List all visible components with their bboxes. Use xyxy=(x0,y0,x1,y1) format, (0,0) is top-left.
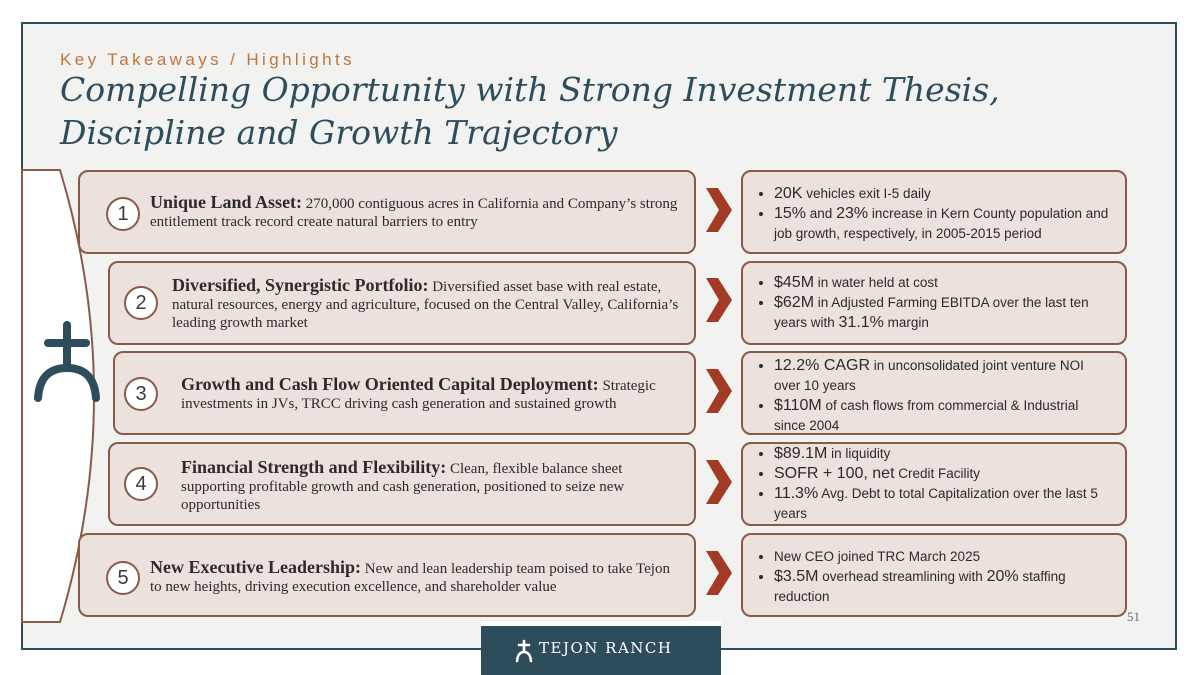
row-number-badge-3: 3 xyxy=(124,377,158,411)
stat-item: 11.3% Avg. Debt to total Capitalization … xyxy=(774,484,1112,524)
brand-logo: TEJON RANCH xyxy=(481,621,721,675)
tejon-mark-icon xyxy=(34,321,100,402)
stat-item: $110M of cash flows from commercial & In… xyxy=(774,396,1112,436)
stat-item: $3.5M overhead streamlining with 20% sta… xyxy=(774,567,1112,607)
section-eyebrow: Key Takeaways / Highlights xyxy=(60,50,356,69)
stat-box-1 xyxy=(741,170,1127,254)
stat-list-1: 20K vehicles exit I-5 daily 15% and 23% … xyxy=(760,184,1112,244)
takeaway-text-3: Growth and Cash Flow Oriented Capital De… xyxy=(181,375,691,413)
takeaway-lead-2: Diversified, Synergistic Portfolio: xyxy=(172,275,429,295)
takeaway-text-2: Diversified, Synergistic Portfolio: Dive… xyxy=(172,276,690,332)
stat-box-2 xyxy=(741,261,1127,345)
stat-box-3 xyxy=(741,351,1127,435)
arc-shape xyxy=(21,169,95,623)
page-number: 51 xyxy=(1127,609,1140,624)
takeaway-lead-5: New Executive Leadership: xyxy=(150,557,361,577)
stat-box-4 xyxy=(741,442,1127,526)
stat-item: 20K vehicles exit I-5 daily xyxy=(774,184,1112,204)
takeaway-row-2 xyxy=(108,261,696,345)
row-number-badge-5: 5 xyxy=(106,561,140,595)
takeaway-body-5: New and lean leadership team poised to t… xyxy=(150,561,670,595)
left-arc-panel xyxy=(21,169,100,623)
takeaway-text-4: Financial Strength and Flexibility: Clea… xyxy=(181,458,679,514)
stat-item: $89.1M in liquidity xyxy=(774,444,1112,464)
stat-item: New CEO joined TRC March 2025 xyxy=(774,547,1112,567)
stat-item: $62M in Adjusted Farming EBITDA over the… xyxy=(774,293,1112,333)
chevron-right-icon xyxy=(706,551,732,595)
stat-list-2: $45M in water held at cost $62M in Adjus… xyxy=(760,273,1112,333)
row-number-badge-1: 1 xyxy=(106,197,140,231)
stat-list-3: 12.2% CAGR in unconsolidated joint ventu… xyxy=(760,356,1112,436)
chevron-right-icon xyxy=(706,460,732,504)
stat-item: $45M in water held at cost xyxy=(774,273,1112,293)
stat-item: 12.2% CAGR in unconsolidated joint ventu… xyxy=(774,356,1112,396)
takeaway-body-2: Diversified asset base with real estate,… xyxy=(172,279,679,331)
page-title: Compelling Opportunity with Strong Inves… xyxy=(60,70,1000,152)
takeaway-text-1: Unique Land Asset: 270,000 contiguous ac… xyxy=(150,193,685,231)
takeaway-text-5: New Executive Leadership: New and lean l… xyxy=(150,558,685,596)
takeaway-lead-3: Growth and Cash Flow Oriented Capital De… xyxy=(181,374,599,394)
takeaway-lead-1: Unique Land Asset: xyxy=(150,192,303,212)
takeaway-row-5 xyxy=(78,533,696,617)
takeaway-lead-4: Financial Strength and Flexibility: xyxy=(181,457,447,477)
stat-item: 15% and 23% increase in Kern County popu… xyxy=(774,204,1112,244)
stat-list-4: $89.1M in liquidity SOFR + 100, net Cred… xyxy=(760,444,1112,524)
tejon-mark-icon xyxy=(515,639,533,663)
stat-box-5 xyxy=(741,533,1127,617)
chevron-right-icon xyxy=(706,188,732,232)
row-number-badge-2: 2 xyxy=(124,286,158,320)
stat-item: SOFR + 100, net Credit Facility xyxy=(774,464,1112,484)
chevron-right-icon xyxy=(706,278,732,322)
logo-wordmark: TEJON RANCH xyxy=(539,639,673,657)
takeaway-body-4: Clean, flexible balance sheet supporting… xyxy=(181,461,625,513)
takeaway-body-3: Strategic investments in JVs, TRCC drivi… xyxy=(181,378,656,412)
takeaway-row-1 xyxy=(78,170,696,254)
row-number-badge-4: 4 xyxy=(124,467,158,501)
takeaway-row-4 xyxy=(108,442,696,526)
takeaway-body-1: 270,000 contiguous acres in California a… xyxy=(150,196,678,230)
stat-list-5: New CEO joined TRC March 2025 $3.5M over… xyxy=(760,547,1112,607)
chevron-right-icon xyxy=(706,369,732,413)
takeaway-row-3 xyxy=(113,351,696,435)
